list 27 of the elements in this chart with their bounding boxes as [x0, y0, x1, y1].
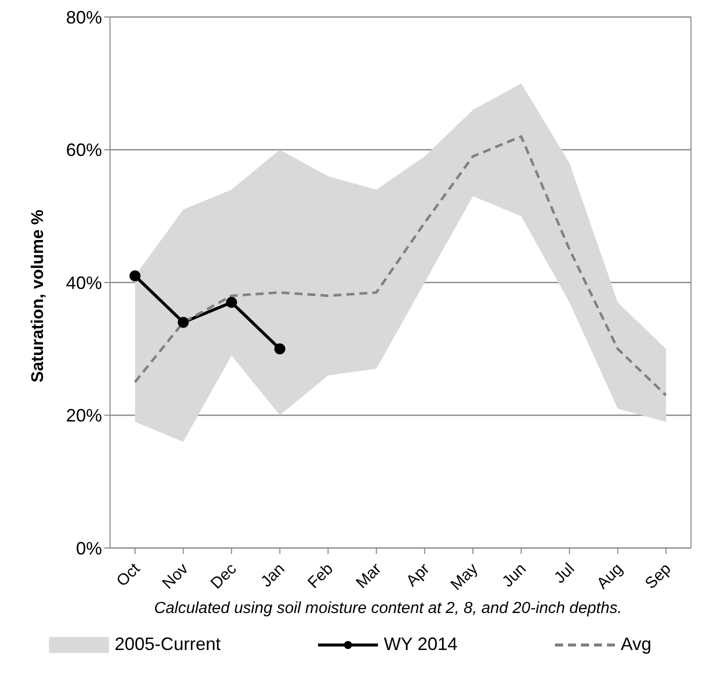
- point: [178, 316, 189, 328]
- x-tick-label: Jul: [551, 560, 578, 587]
- x-tick-label: Nov: [160, 560, 192, 593]
- line-series: [134, 135, 668, 397]
- x-tick-label: Mar: [353, 560, 386, 592]
- x-tick-label: May: [448, 560, 482, 594]
- x-tick-label: Jun: [499, 560, 530, 591]
- x-tick-label: Sep: [642, 560, 675, 593]
- legend-label: Avg: [620, 634, 652, 655]
- point: [226, 296, 238, 308]
- x-tick-label: Apr: [403, 560, 434, 590]
- y-tick-label: 80%: [66, 7, 102, 28]
- x-tick-label: Jan: [258, 560, 288, 591]
- point: [274, 343, 286, 354]
- x-tick-label: Oct: [114, 560, 144, 590]
- y-tick-label: 0%: [76, 538, 102, 558]
- y-tick-label: 60%: [66, 140, 102, 160]
- y-tick-label: 20%: [66, 406, 102, 426]
- x-tick-label: Aug: [594, 560, 626, 593]
- legend-label: WY 2014: [384, 634, 458, 655]
- y-axis-title: Saturation, volume %: [28, 210, 48, 382]
- x-tick-label: Feb: [305, 560, 337, 592]
- y-tick-label: 40%: [66, 272, 102, 293]
- x-tick-label: Dec: [208, 560, 240, 593]
- text: Calculated using soil moisture content at 2, 8, and 20-inch depths.: [153, 600, 623, 618]
- point: [130, 270, 140, 282]
- legend-label: 2005-Current: [114, 634, 221, 655]
